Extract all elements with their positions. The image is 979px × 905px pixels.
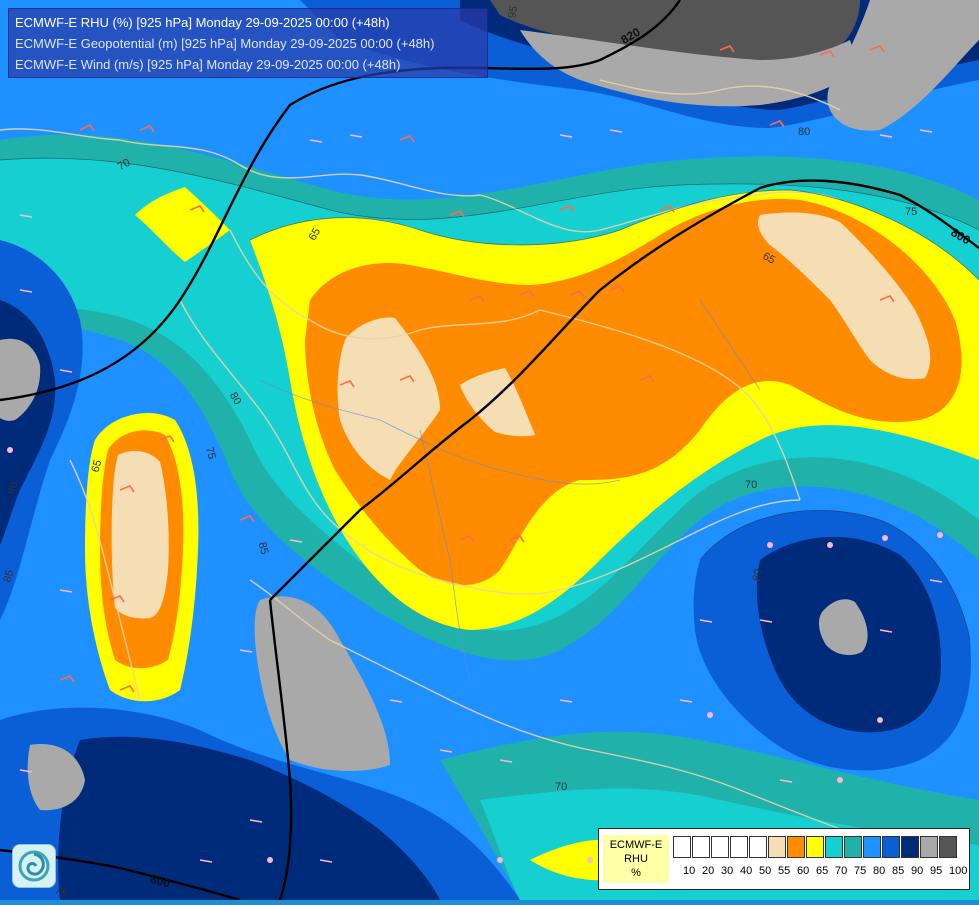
title-line-geopotential: ECMWF-E Geopotential (m) [925 hPa] Monda…: [15, 36, 435, 51]
logo: [12, 844, 56, 888]
legend-tick-label: 70: [835, 865, 848, 877]
rh-label-65-right: 65: [760, 250, 777, 267]
title-box: ECMWF-E RHU (%) [925 hPa] Monday 29-09-2…: [8, 8, 488, 78]
legend-swatch: [844, 836, 862, 858]
legend-unit: %: [631, 867, 641, 879]
color-legend: ECMWF-E RHU % 10 20 30 40 50 55 60 65 70 75 80 85 90…: [598, 828, 970, 890]
legend-tick-label: 60: [797, 865, 810, 877]
rh-label-95-top: 95: [506, 5, 520, 19]
geopotential-label-800-bottom: 800: [149, 872, 172, 891]
legend-swatches: [673, 836, 958, 858]
legend-swatch: [730, 836, 748, 858]
legend-tick-label: 10: [683, 865, 696, 877]
legend-tick-label: 80: [873, 865, 886, 877]
rh-label-65-mid: 65: [307, 226, 324, 243]
legend-swatch: [863, 836, 881, 858]
legend-swatch: [939, 836, 957, 858]
legend-tick-label: 65: [816, 865, 829, 877]
legend-tick-label: 95: [930, 865, 943, 877]
title-line-rhu: ECMWF-E RHU (%) [925 hPa] Monday 29-09-2…: [15, 15, 390, 30]
legend-swatch: [673, 836, 691, 858]
rh-label-75-bottom: 75: [53, 884, 70, 900]
legend-swatch: [806, 836, 824, 858]
legend-swatch: [787, 836, 805, 858]
rh-label-65-left: 65: [90, 459, 105, 474]
legend-title: ECMWF-E RHU %: [603, 835, 669, 883]
legend-tick-label: 30: [721, 865, 734, 877]
legend-tick-label: 55: [778, 865, 791, 877]
legend-swatch: [882, 836, 900, 858]
legend-swatch: [692, 836, 710, 858]
rh-label-70-right: 70: [745, 479, 757, 491]
legend-tick-label: 90: [911, 865, 924, 877]
rh-label-90-edge: 90: [6, 481, 21, 496]
legend-tick-label: 40: [740, 865, 753, 877]
legend-tick-label: 20: [702, 865, 715, 877]
legend-model: ECMWF-E: [609, 839, 663, 851]
legend-swatch: [749, 836, 767, 858]
legend-swatch: [768, 836, 786, 858]
legend-ticks: 10 20 30 40 50 55 60 65 70 75 80 85 90 95 100: [683, 865, 968, 877]
rh-label-80-left: 80: [227, 390, 244, 407]
legend-variable: RHU: [624, 853, 648, 865]
rh-label-70-bottom: 70: [555, 781, 567, 793]
legend-swatch: [920, 836, 938, 858]
rh-label-85-left: 85: [256, 541, 271, 556]
legend-tick-label: 85: [892, 865, 905, 877]
rh-label-85-edge: 85: [2, 569, 17, 584]
swirl-logo-icon: [18, 850, 50, 882]
legend-swatch: [825, 836, 843, 858]
legend-tick-label: 100: [949, 865, 968, 877]
rh-label-80-right: 80: [751, 568, 765, 582]
rh-label-75-right: 75: [905, 206, 917, 218]
title-line-wind: ECMWF-E Wind (m/s) [925 hPa] Monday 29-0…: [15, 57, 401, 72]
legend-tick-label: 50: [759, 865, 772, 877]
rh-label-80-top: 80: [798, 126, 810, 138]
legend-swatch: [901, 836, 919, 858]
legend-tick-label: 75: [854, 865, 867, 877]
legend-swatch: [711, 836, 729, 858]
rh-label-75-left: 75: [203, 446, 218, 461]
rh-label-70-topleft: 70: [116, 157, 133, 174]
